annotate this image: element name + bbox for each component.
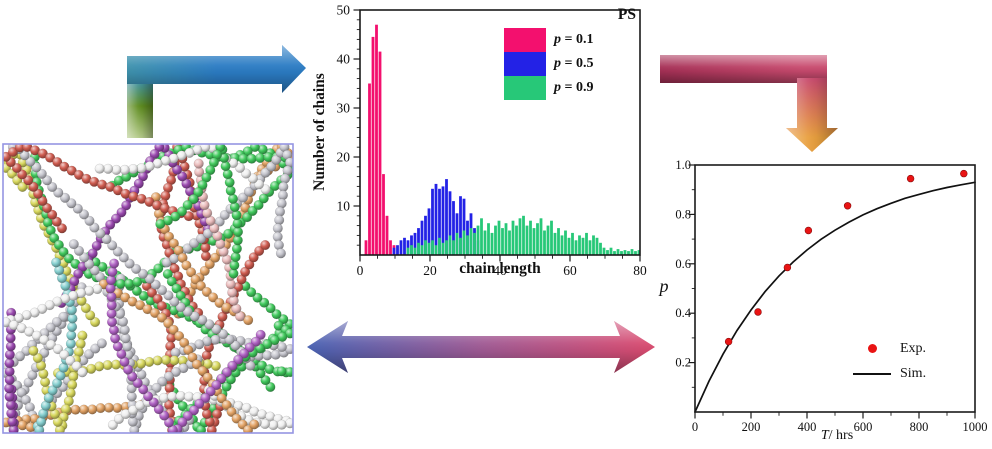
- svg-text:800: 800: [910, 420, 929, 434]
- hist-series-2: [406, 215, 641, 256]
- double-arrow-body: [307, 321, 655, 373]
- svg-text:400: 400: [798, 420, 817, 434]
- legend-label-exp: Exp.: [900, 340, 927, 356]
- polymer-chain: [32, 257, 78, 433]
- svg-text:0.4: 0.4: [675, 306, 691, 320]
- conversion-plot: 0 200 400 600 800 1000 0.2 0.4 0.6 0.8 1.0: [675, 158, 987, 434]
- svg-text:30: 30: [337, 101, 351, 116]
- svg-text:0: 0: [357, 263, 364, 278]
- kin-tick-labels: 0 200 400 600 800 1000 0.2 0.4 0.6 0.8 1.0: [675, 158, 987, 434]
- arrow-vertical-leg-bevel: [127, 80, 153, 138]
- svg-text:0: 0: [692, 420, 698, 434]
- arrow-vertical-leg: [786, 78, 838, 152]
- kin-ticks: [688, 164, 976, 419]
- legend-label-sim: Sim.: [900, 365, 927, 381]
- legend-swatch-p05: [504, 52, 546, 76]
- legend-swatch-p01: [504, 28, 546, 52]
- legend-item-sim: Sim.: [850, 361, 968, 386]
- polymer-chain: [3, 284, 103, 378]
- svg-text:0.8: 0.8: [675, 207, 691, 221]
- svg-text:20: 20: [423, 263, 437, 278]
- histogram-x-axis-label: chain length: [459, 260, 541, 277]
- exp-marker-dot: [867, 344, 877, 353]
- arrow-sim-to-histogram: [127, 45, 306, 138]
- legend-item-p01: p = 0.1: [504, 28, 650, 52]
- hist-series-0: [364, 24, 396, 256]
- polymer-chain: [7, 144, 256, 371]
- histogram-y-axis-label: Number of chains: [311, 73, 328, 191]
- arrow-sim-kinetics-exchange: [307, 321, 655, 373]
- svg-text:20: 20: [337, 150, 351, 165]
- kinetics-x-axis-unit: / hrs: [828, 428, 854, 443]
- legend-value: = 0.9: [561, 80, 594, 95]
- hist-tick-labels: 0 20 40 60 80 10 20 30 40 50: [337, 3, 648, 279]
- legend-item-p05: p = 0.5: [504, 52, 650, 76]
- legend-rows: p = 0.1 p = 0.5 p = 0.9: [504, 28, 650, 100]
- svg-text:200: 200: [742, 420, 761, 434]
- kinetics-x-axis-label: T/ hrs: [775, 428, 899, 444]
- svg-text:1.0: 1.0: [675, 158, 691, 172]
- histogram-legend: PS p = 0.1 p = 0.5 p = 0.9: [504, 5, 650, 100]
- simulation-box-border: [2, 143, 294, 434]
- legend-title: PS: [617, 6, 636, 23]
- sim-line-marker: [853, 372, 891, 375]
- arrow-vertical-leg: [127, 80, 153, 138]
- double-arrow-bevel: [307, 321, 655, 373]
- polymer-chains: [3, 144, 293, 433]
- simulation-snapshot-panel: [2, 143, 294, 434]
- svg-text:50: 50: [337, 3, 351, 18]
- polymer-chain: [155, 144, 243, 279]
- legend-symbol: p: [554, 56, 561, 71]
- svg-text:60: 60: [563, 263, 577, 278]
- svg-text:80: 80: [633, 263, 647, 278]
- arrow-vertical-leg-bevel: [786, 78, 838, 152]
- arrow-horizontal-leg: [660, 55, 827, 83]
- svg-text:600: 600: [854, 420, 873, 434]
- polymer-chain: [3, 144, 194, 234]
- legend-value: = 0.1: [561, 32, 594, 47]
- legend-item-p09: p = 0.9: [504, 76, 650, 100]
- svg-text:1000: 1000: [963, 420, 988, 434]
- svg-text:0.2: 0.2: [675, 356, 691, 370]
- legend-symbol: p: [554, 80, 561, 95]
- legend-swatch-p09: [504, 76, 546, 100]
- arrow-horizontal-leg: [127, 45, 306, 93]
- kinetics-legend: Exp. Sim.: [850, 336, 968, 386]
- arrow-horizontal-leg-bevel: [127, 45, 306, 93]
- arrow-horizontal-leg-bevel: [660, 55, 827, 83]
- exp-data-points: [724, 169, 968, 346]
- legend-item-exp: Exp.: [850, 336, 968, 361]
- hist-ticks: [353, 9, 641, 262]
- svg-text:40: 40: [493, 263, 507, 278]
- legend-value: = 0.5: [561, 56, 594, 71]
- svg-text:0.6: 0.6: [675, 257, 691, 271]
- svg-text:10: 10: [337, 199, 351, 214]
- kinetics-y-axis-label: p: [659, 276, 669, 296]
- arrow-histogram-to-kinetics: [660, 55, 838, 152]
- sim-curve: [694, 181, 976, 413]
- legend-symbol: p: [554, 32, 561, 47]
- kinetics-x-axis-symbol: T: [820, 428, 829, 443]
- hist-bars: [364, 24, 641, 256]
- svg-text:40: 40: [337, 52, 351, 67]
- chain-length-histogram: 0 20 40 60 80 10 20 30 40 50: [337, 3, 648, 279]
- polymer-chain: [105, 258, 266, 433]
